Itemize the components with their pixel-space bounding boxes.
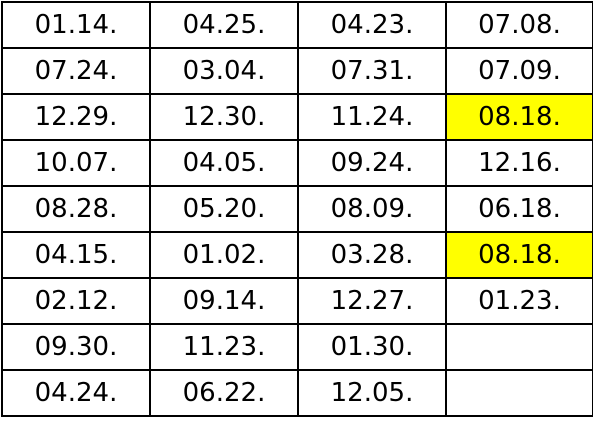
date-table-body: 01.14. 04.25. 04.23. 07.08. 07.24. 03.04…: [1, 1, 593, 417]
table-cell: 09.30.: [1, 323, 151, 371]
table-cell: 04.25.: [149, 1, 299, 49]
table-row: 04.24. 06.22. 12.05.: [1, 369, 593, 417]
table-cell: 11.23.: [149, 323, 299, 371]
table-cell: 10.07.: [1, 139, 151, 187]
highlighted-cell: 08.18.: [445, 93, 593, 141]
table-row: 07.24. 03.04. 07.31. 07.09.: [1, 47, 593, 95]
table-cell: 12.29.: [1, 93, 151, 141]
table-cell: 01.02.: [149, 231, 299, 279]
table-cell: 09.24.: [297, 139, 447, 187]
table-cell: 12.30.: [149, 93, 299, 141]
table-row: 08.28. 05.20. 08.09. 06.18.: [1, 185, 593, 233]
table-cell: 08.28.: [1, 185, 151, 233]
table-cell: 07.24.: [1, 47, 151, 95]
table-row: 02.12. 09.14. 12.27. 01.23.: [1, 277, 593, 325]
table-cell: 04.05.: [149, 139, 299, 187]
table-row: 12.29. 12.30. 11.24. 08.18.: [1, 93, 593, 141]
table-cell: 03.28.: [297, 231, 447, 279]
empty-cell: [445, 323, 593, 371]
table-cell: 07.08.: [445, 1, 593, 49]
table-row: 04.15. 01.02. 03.28. 08.18.: [1, 231, 593, 279]
table-cell: 02.12.: [1, 277, 151, 325]
table-cell: 07.09.: [445, 47, 593, 95]
table-row: 01.14. 04.25. 04.23. 07.08.: [1, 1, 593, 49]
table-cell: 01.23.: [445, 277, 593, 325]
table-cell: 12.05.: [297, 369, 447, 417]
table-cell: 06.18.: [445, 185, 593, 233]
table-cell: 12.16.: [445, 139, 593, 187]
table-cell: 05.20.: [149, 185, 299, 233]
table-cell: 01.30.: [297, 323, 447, 371]
table-cell: 08.09.: [297, 185, 447, 233]
table-row: 10.07. 04.05. 09.24. 12.16.: [1, 139, 593, 187]
empty-cell: [445, 369, 593, 417]
table-cell: 11.24.: [297, 93, 447, 141]
table-row: 09.30. 11.23. 01.30.: [1, 323, 593, 371]
table-cell: 04.24.: [1, 369, 151, 417]
table-cell: 12.27.: [297, 277, 447, 325]
table-cell: 09.14.: [149, 277, 299, 325]
table-cell: 04.23.: [297, 1, 447, 49]
date-table: 01.14. 04.25. 04.23. 07.08. 07.24. 03.04…: [1, 1, 593, 417]
table-cell: 06.22.: [149, 369, 299, 417]
table-cell: 07.31.: [297, 47, 447, 95]
highlighted-cell: 08.18.: [445, 231, 593, 279]
table-cell: 04.15.: [1, 231, 151, 279]
table-cell: 01.14.: [1, 1, 151, 49]
table-cell: 03.04.: [149, 47, 299, 95]
